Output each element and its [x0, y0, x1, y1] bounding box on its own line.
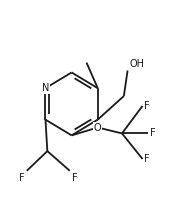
Text: O: O	[94, 123, 102, 132]
Text: N: N	[42, 83, 49, 93]
Text: F: F	[19, 173, 25, 183]
Text: F: F	[144, 154, 150, 164]
Text: F: F	[150, 129, 156, 138]
Text: OH: OH	[130, 59, 144, 69]
Text: F: F	[72, 173, 77, 183]
Text: F: F	[144, 101, 150, 111]
